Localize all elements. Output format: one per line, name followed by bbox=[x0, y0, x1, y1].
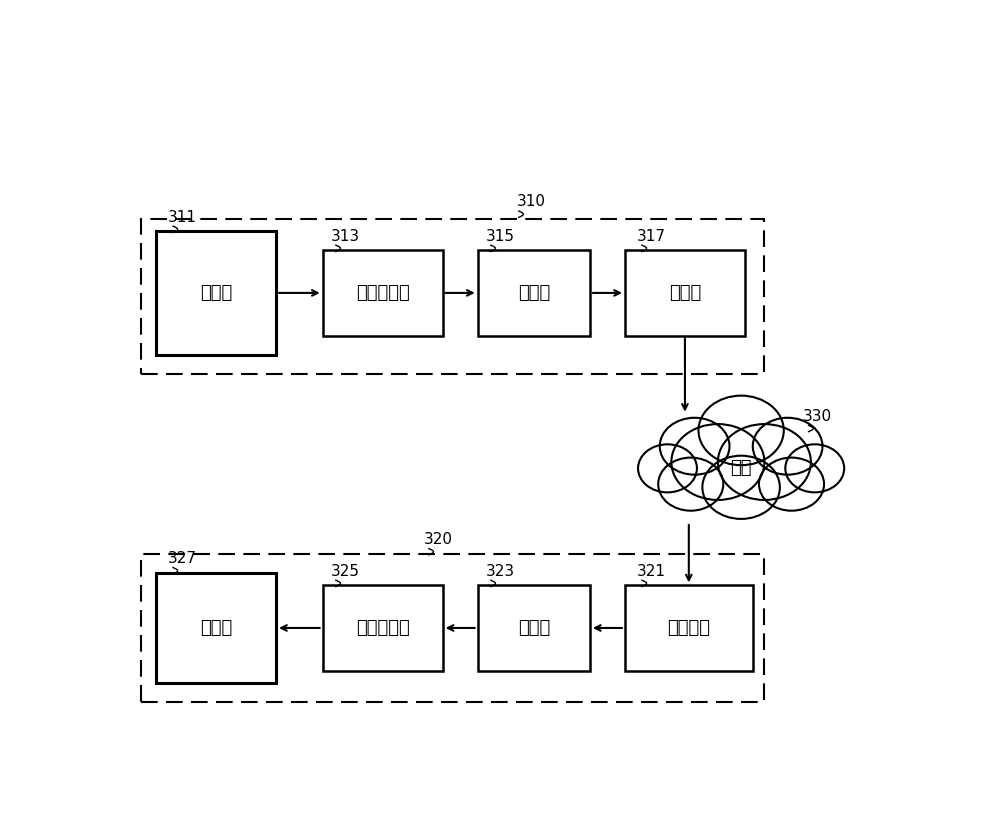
Bar bbox=[478, 585, 590, 671]
Text: 麦克风: 麦克风 bbox=[200, 284, 232, 302]
Text: 317: 317 bbox=[637, 229, 666, 244]
Bar bbox=[478, 250, 590, 336]
Text: 接收滤波器: 接收滤波器 bbox=[356, 619, 410, 637]
Text: 321: 321 bbox=[637, 564, 666, 579]
Circle shape bbox=[658, 457, 723, 511]
Circle shape bbox=[660, 418, 730, 475]
Text: 311: 311 bbox=[168, 210, 197, 225]
Text: 解码器: 解码器 bbox=[518, 619, 550, 637]
Text: 320: 320 bbox=[423, 532, 452, 548]
Circle shape bbox=[638, 444, 697, 493]
Text: 313: 313 bbox=[330, 229, 360, 244]
Circle shape bbox=[753, 418, 822, 475]
Bar bbox=[156, 232, 276, 355]
Circle shape bbox=[785, 444, 844, 493]
Text: 327: 327 bbox=[168, 552, 197, 566]
Circle shape bbox=[698, 396, 784, 466]
Circle shape bbox=[702, 456, 780, 519]
Text: 310: 310 bbox=[516, 194, 545, 209]
Bar bbox=[140, 218, 764, 374]
Bar bbox=[625, 585, 753, 671]
Text: 330: 330 bbox=[803, 409, 832, 424]
Bar bbox=[140, 553, 764, 702]
Bar bbox=[323, 250, 443, 336]
Text: 323: 323 bbox=[485, 564, 514, 579]
Text: 325: 325 bbox=[330, 564, 359, 579]
Circle shape bbox=[759, 457, 824, 511]
Text: 315: 315 bbox=[485, 229, 514, 244]
Text: 解分组器: 解分组器 bbox=[667, 619, 710, 637]
Text: 网络: 网络 bbox=[730, 459, 752, 477]
Text: 发送滤波器: 发送滤波器 bbox=[356, 284, 410, 302]
Circle shape bbox=[718, 424, 811, 500]
Circle shape bbox=[671, 424, 764, 500]
Bar bbox=[156, 573, 276, 683]
Text: 扬声器: 扬声器 bbox=[200, 619, 232, 637]
Bar bbox=[625, 250, 745, 336]
Text: 编码器: 编码器 bbox=[518, 284, 550, 302]
Bar bbox=[323, 585, 443, 671]
Text: 分组器: 分组器 bbox=[669, 284, 701, 302]
